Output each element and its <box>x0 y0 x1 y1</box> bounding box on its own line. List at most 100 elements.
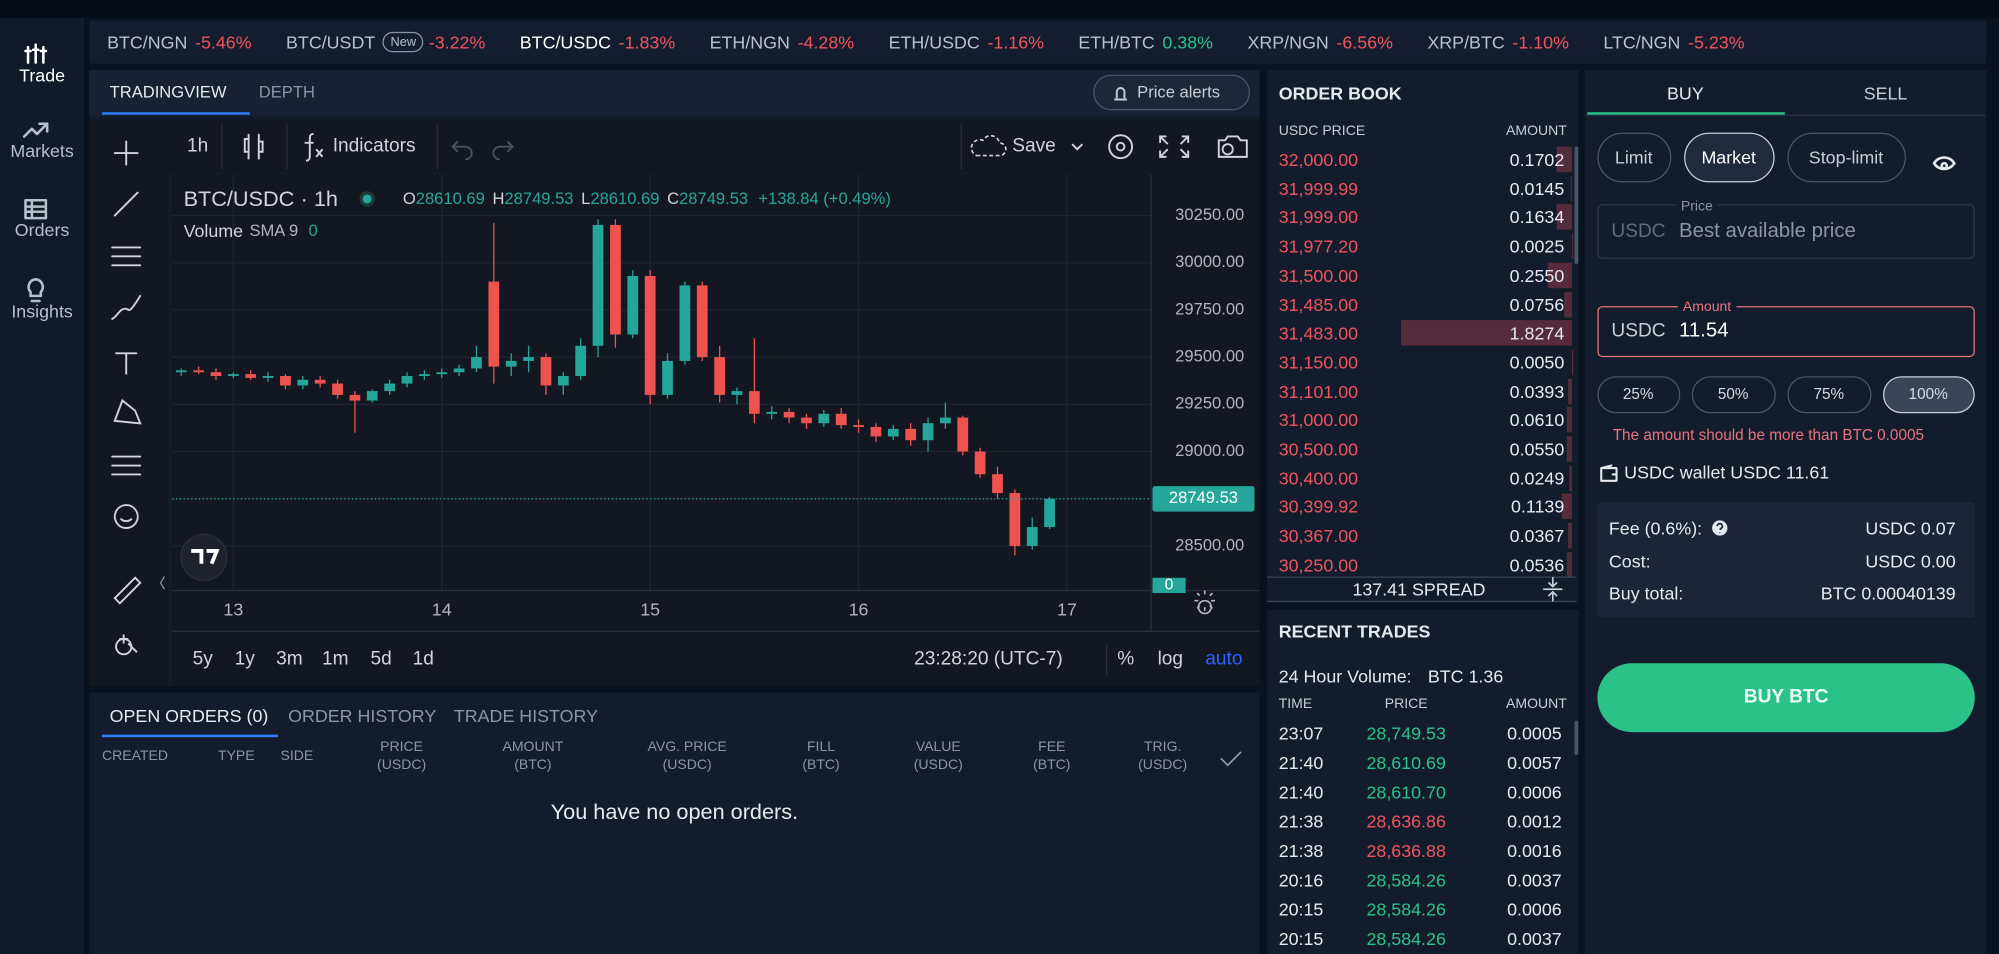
candle-body <box>227 374 239 377</box>
legend-part: L <box>581 190 590 209</box>
ticker-pair[interactable]: ETH/USDC <box>888 31 980 53</box>
ask-amount[interactable]: 0.0393 <box>1509 380 1565 402</box>
ask-amount[interactable]: 0.0050 <box>1509 351 1565 373</box>
field-value: 11.54 <box>1679 320 1729 342</box>
ticker-pair[interactable]: BTC/NGN <box>107 31 188 53</box>
percent-label[interactable]: 25% <box>1622 385 1654 404</box>
ask-price[interactable]: 30,500.00 <box>1278 438 1359 460</box>
ask-price[interactable]: 30,367.00 <box>1278 525 1359 546</box>
eye-icon <box>1932 156 1956 171</box>
depth-bar <box>1570 175 1572 202</box>
ask-amount[interactable]: 0.0367 <box>1509 525 1565 546</box>
ask-price[interactable]: 31,485.00 <box>1278 293 1359 315</box>
spread-icon <box>1543 576 1563 602</box>
percent-button[interactable]: 50% <box>1691 376 1776 414</box>
nav-label[interactable]: Trade <box>19 65 66 86</box>
candle-body <box>453 368 465 373</box>
candle-body <box>505 360 517 367</box>
summary-label: Cost: <box>1608 550 1651 571</box>
orders-tab[interactable]: OPEN ORDERS (0) <box>109 705 269 726</box>
ask-amount[interactable]: 0.1634 <box>1509 207 1565 228</box>
ticker-pair[interactable]: BTC/USDT <box>286 31 376 53</box>
ask-price[interactable]: 31,101.00 <box>1278 380 1359 402</box>
ask-price[interactable]: 31,500.00 <box>1278 265 1359 286</box>
trade-amount: 0.0005 <box>1507 723 1562 744</box>
order-type-button[interactable]: Market <box>1684 132 1775 183</box>
ask-amount[interactable]: 1.8274 <box>1509 322 1565 344</box>
toolbar-icons <box>1071 134 1248 160</box>
depth-bar <box>1566 551 1572 578</box>
orders-tab[interactable]: ORDER HISTORY <box>288 705 437 726</box>
ask-amount[interactable]: 0.1139 <box>1510 496 1565 518</box>
order-type-button[interactable]: Limit <box>1597 132 1672 183</box>
ticker-pair[interactable]: LTC/NGN <box>1603 31 1681 53</box>
order-type-label[interactable]: Limit <box>1614 146 1653 168</box>
ticker-pair[interactable]: ETH/BTC <box>1078 31 1155 53</box>
ask-price[interactable]: 30,250.00 <box>1278 554 1359 575</box>
legend-part: 0 <box>308 221 317 240</box>
collapse-arrow <box>159 576 166 590</box>
percent-label[interactable]: 75% <box>1813 385 1845 404</box>
column-header: VALUE <box>915 739 961 756</box>
nav-label[interactable]: Orders <box>14 219 70 240</box>
ticker-pair[interactable]: XRP/BTC <box>1427 31 1505 53</box>
legend-part: H <box>492 190 504 209</box>
ask-price[interactable]: 31,999.99 <box>1278 178 1359 199</box>
percent-label[interactable]: 100% <box>1908 385 1948 404</box>
side-tab[interactable]: BUY <box>1667 82 1704 104</box>
ticker-pair[interactable]: ETH/NGN <box>709 31 790 53</box>
depth-bar <box>1556 204 1572 231</box>
trade-amount: 0.0006 <box>1507 781 1562 803</box>
ask-amount[interactable]: 0.2550 <box>1509 265 1565 286</box>
order-type-label[interactable]: Market <box>1701 146 1757 168</box>
percent-button[interactable]: 75% <box>1787 376 1872 414</box>
candle-body <box>696 285 708 358</box>
wallet-icon-shape <box>1600 464 1618 482</box>
ask-amount[interactable]: 0.0249 <box>1509 467 1565 489</box>
range-button: 1d <box>413 648 434 669</box>
drawing-tool <box>115 634 138 656</box>
price-field: USDC Best available price <box>1597 204 1975 259</box>
percent-button[interactable]: 25% <box>1597 376 1681 414</box>
candle-body <box>783 411 795 418</box>
order-type-button[interactable]: Stop-limit <box>1787 132 1906 183</box>
ask-price[interactable]: 31,483.00 <box>1278 322 1359 344</box>
drawing-tool <box>113 140 139 166</box>
y-tick-label: 28500.00 <box>1175 535 1244 554</box>
ask-amount[interactable]: 0.0145 <box>1509 178 1565 199</box>
ask-amount[interactable]: 0.1702 <box>1509 149 1565 170</box>
legend-part: C <box>667 190 679 209</box>
orders-tab[interactable]: TRADE HISTORY <box>453 705 598 726</box>
side-tab[interactable]: SELL <box>1863 82 1908 104</box>
candle-body <box>262 376 274 378</box>
amount-field[interactable]: USDC 11.54 <box>1597 306 1975 358</box>
ask-amount[interactable]: 0.0610 <box>1509 409 1565 431</box>
buy-button[interactable]: BUY BTC <box>1597 663 1975 733</box>
ask-amount[interactable]: 0.0550 <box>1509 438 1565 460</box>
percent-label[interactable]: 50% <box>1717 385 1749 404</box>
candle-body <box>627 275 639 335</box>
ask-price[interactable]: 30,399.92 <box>1278 496 1359 518</box>
ask-price[interactable]: 32,000.00 <box>1278 149 1359 170</box>
order-type-label[interactable]: Stop-limit <box>1808 146 1884 168</box>
ticker-pair[interactable]: XRP/NGN <box>1247 31 1329 53</box>
eye-icon-shape <box>1932 156 1956 171</box>
candle-body <box>314 379 326 384</box>
buy-button-label[interactable]: BUY BTC <box>1743 686 1829 708</box>
ask-price[interactable]: 30,400.00 <box>1278 467 1359 489</box>
ask-price[interactable]: 31,150.00 <box>1278 351 1359 373</box>
column-header: (USDC) <box>377 757 427 773</box>
ticker-pair[interactable]: BTC/USDC <box>519 31 612 53</box>
nav-label[interactable]: Markets <box>10 140 74 161</box>
ask-price[interactable]: 31,999.00 <box>1278 207 1359 228</box>
ask-amount[interactable]: 0.0536 <box>1509 554 1565 575</box>
trade-time: 23:07 <box>1278 723 1324 744</box>
nav-label[interactable]: Insights <box>11 300 73 322</box>
ask-amount[interactable]: 0.0025 <box>1509 236 1565 257</box>
volume-axis-label: 0 <box>1165 576 1174 593</box>
percent-button[interactable]: 100% <box>1882 376 1975 414</box>
ask-price[interactable]: 31,977.20 <box>1278 236 1359 257</box>
ask-price[interactable]: 31,000.00 <box>1278 409 1359 431</box>
ask-amount[interactable]: 0.0756 <box>1509 293 1565 315</box>
